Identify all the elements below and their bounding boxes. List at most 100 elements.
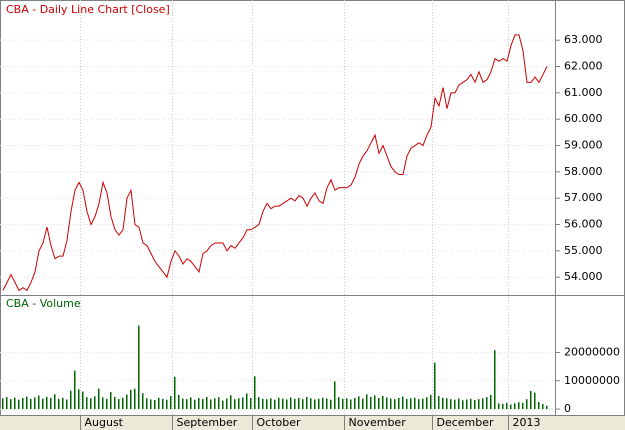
volume-bar (106, 398, 108, 410)
volume-bar (118, 399, 120, 410)
volume-bar (370, 396, 372, 410)
y-tick-label: 57.000 (564, 191, 603, 204)
volume-bar (390, 398, 392, 410)
volume-bar (86, 397, 88, 410)
volume-bar (354, 398, 356, 410)
volume-bar (398, 398, 400, 410)
volume-bar (430, 394, 432, 410)
volume-bar (154, 399, 156, 410)
y-tick-label: 10000000 (564, 374, 620, 387)
volume-bar (438, 396, 440, 410)
x-tick-label: November (349, 416, 407, 429)
volume-bar (178, 394, 180, 410)
x-tick-label: August (85, 416, 124, 429)
volume-bar (322, 397, 324, 410)
volume-bar (134, 388, 136, 410)
volume-bar (38, 395, 40, 410)
volume-bar (338, 397, 340, 410)
volume-bar (442, 397, 444, 410)
volume-bar (450, 399, 452, 410)
volume-bar (486, 397, 488, 410)
volume-bar (530, 390, 532, 410)
volume-bar (458, 398, 460, 410)
volume-bar (138, 325, 140, 410)
volume-bar (350, 399, 352, 410)
volume-bar (318, 398, 320, 410)
volume-bar (410, 398, 412, 410)
volume-bar (166, 399, 168, 410)
volume-bar (446, 398, 448, 410)
volume-bar (414, 397, 416, 410)
volume-bar (74, 370, 76, 410)
volume-bar (298, 398, 300, 410)
volume-bar (394, 399, 396, 410)
volume-bar (346, 398, 348, 410)
volume-bar (30, 398, 32, 410)
volume-bar (510, 404, 512, 410)
volume-bar (278, 397, 280, 410)
volume-bar (378, 398, 380, 410)
volume-bar (342, 398, 344, 410)
volume-bar (310, 398, 312, 410)
price-line (2, 34, 548, 292)
y-tick-label: 20000000 (564, 345, 620, 358)
y-tick-label: 62.000 (564, 60, 603, 73)
volume-bar (234, 399, 236, 410)
volume-bar (506, 402, 508, 410)
volume-bar (474, 399, 476, 410)
volume-bar (226, 398, 228, 410)
volume-bar (494, 350, 496, 410)
volume-bar (502, 403, 504, 410)
y-tick-label: 55.000 (564, 244, 603, 257)
volume-bar (78, 389, 80, 410)
volume-bar (18, 399, 20, 410)
volume-bar (274, 399, 276, 410)
volume-bar (326, 398, 328, 410)
volume-bar (498, 403, 500, 410)
volume-bar (210, 399, 212, 410)
volume-bar (206, 396, 208, 410)
volume-bar (126, 394, 128, 410)
volume-bar (306, 396, 308, 410)
volume-bar (66, 399, 68, 410)
y-tick-label: 54.000 (564, 270, 603, 283)
volume-bar (198, 398, 200, 410)
volume-bar (26, 396, 28, 410)
volume-bar (130, 389, 132, 410)
volume-bar (334, 381, 336, 410)
volume-bar (290, 397, 292, 410)
volume-bar (58, 398, 60, 410)
volume-bar (246, 393, 248, 410)
volume-bar (526, 399, 528, 410)
volume-bar (330, 399, 332, 410)
chart-title: CBA - Volume (6, 297, 81, 310)
volume-bar (214, 398, 216, 410)
volume-bar (250, 398, 252, 410)
volume-bar (14, 397, 16, 410)
volume-bar (514, 403, 516, 410)
volume-bar (386, 397, 388, 410)
volume-bar (254, 376, 256, 410)
volume-bar (182, 398, 184, 410)
volume-bar (282, 398, 284, 410)
volume-bar (542, 403, 544, 410)
volume-bar (266, 399, 268, 410)
volume-bar (230, 395, 232, 410)
y-tick-label: 59.000 (564, 139, 603, 152)
volume-bar (242, 397, 244, 410)
date-axis (0, 416, 625, 430)
volume-bar (482, 398, 484, 410)
volume-bar (42, 398, 44, 410)
y-tick-label: 0 (564, 402, 571, 415)
volume-bar (158, 397, 160, 410)
chart-title: CBA - Daily Line Chart [Close] (6, 3, 170, 16)
volume-bar (382, 396, 384, 410)
volume-bar (518, 402, 520, 410)
volume-bar (6, 397, 8, 410)
volume-bar (262, 398, 264, 410)
volume-bar (358, 396, 360, 410)
volume-bar (302, 399, 304, 410)
volume-bar (50, 398, 52, 410)
volume-bar (470, 398, 472, 410)
